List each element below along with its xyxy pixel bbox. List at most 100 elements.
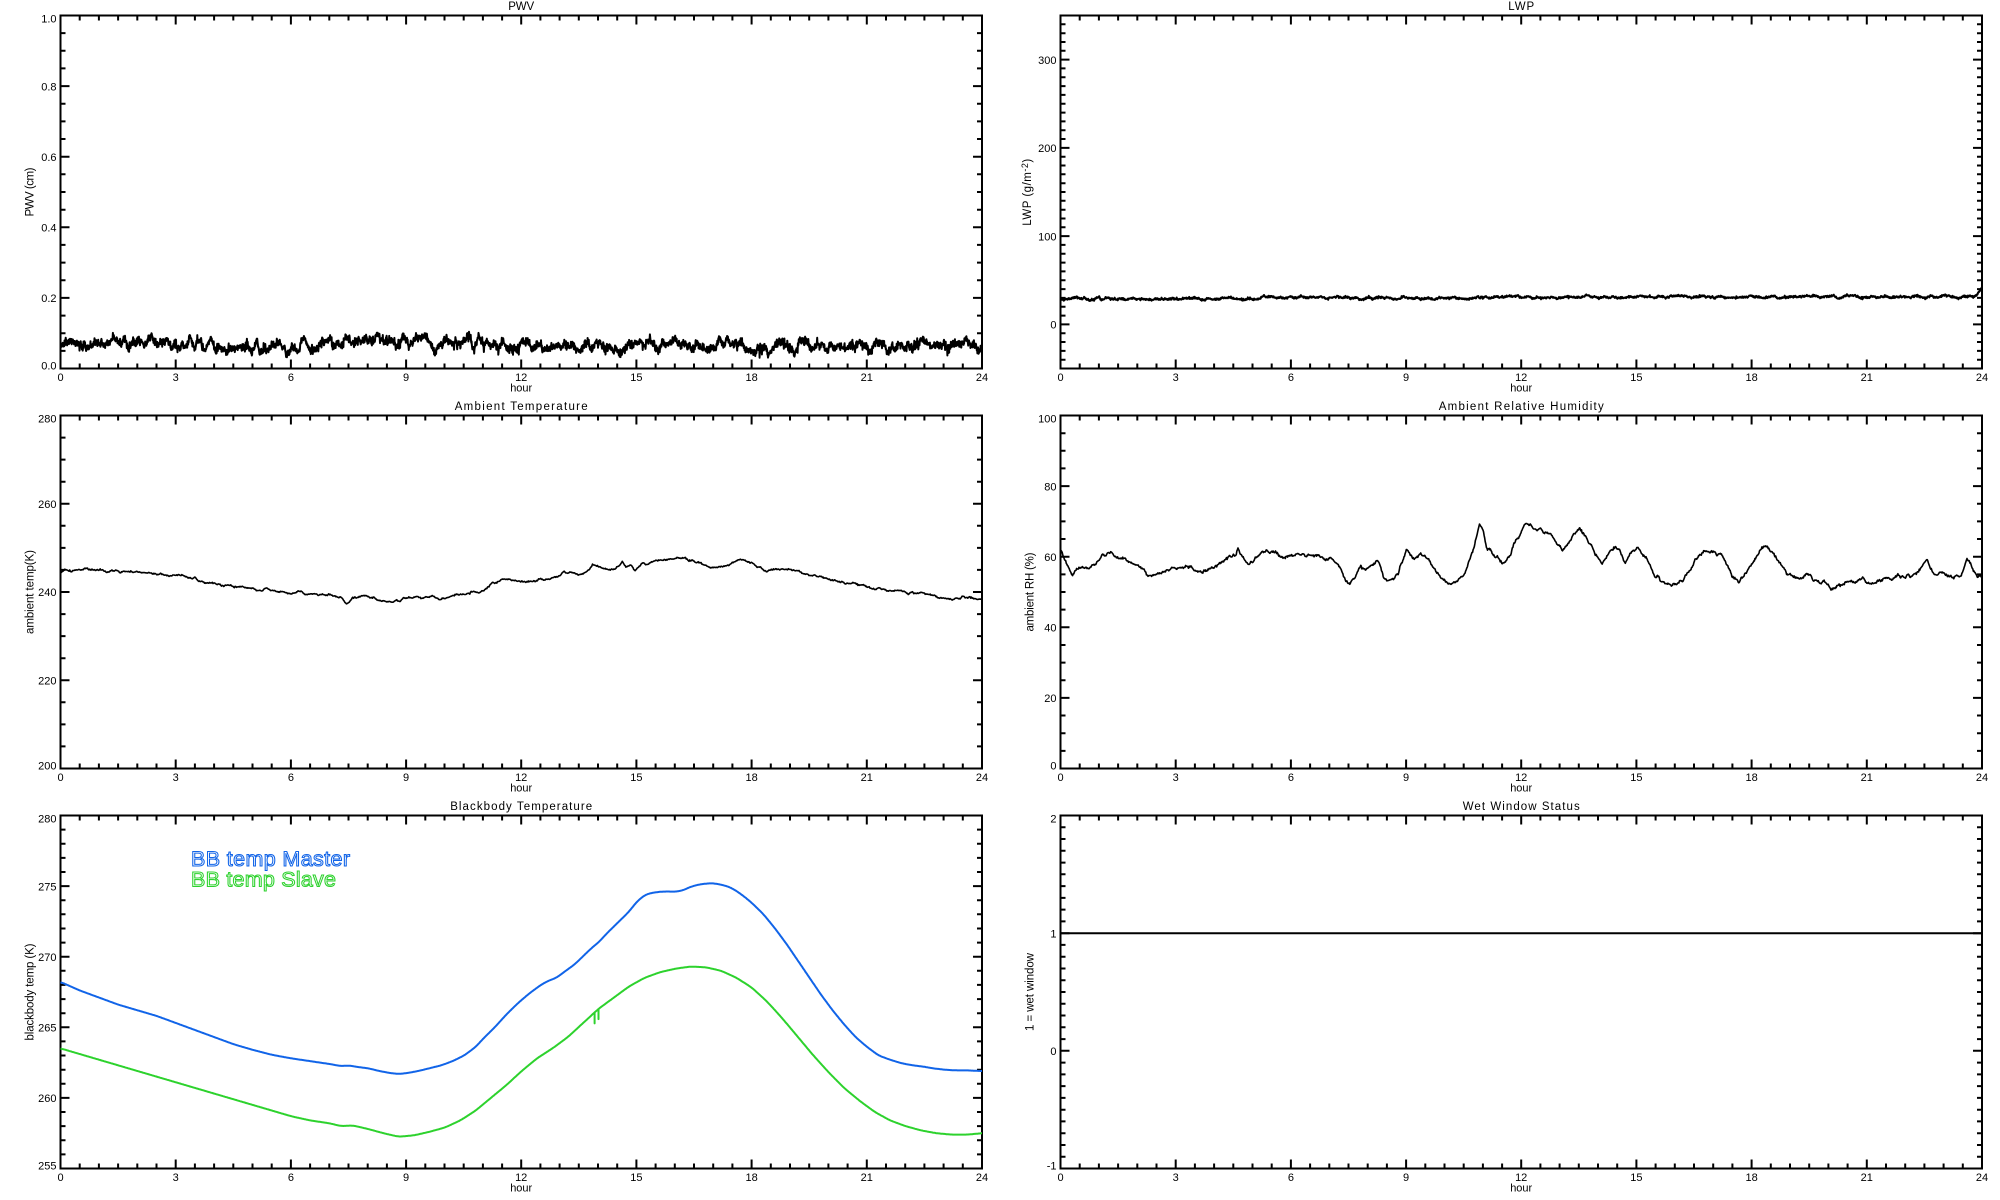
svg-text:24: 24 — [976, 772, 988, 784]
svg-text:0.6: 0.6 — [41, 152, 56, 164]
svg-text:12: 12 — [515, 372, 527, 384]
svg-text:21: 21 — [1861, 772, 1873, 784]
svg-text:20: 20 — [1044, 693, 1056, 705]
svg-text:6: 6 — [288, 372, 294, 384]
svg-text:0.8: 0.8 — [41, 81, 56, 93]
svg-text:0.2: 0.2 — [41, 293, 56, 305]
svg-text:280: 280 — [38, 414, 56, 426]
svg-text:0: 0 — [57, 772, 63, 784]
svg-text:Blackbody Temperature: Blackbody Temperature — [450, 801, 592, 813]
svg-text:100: 100 — [1038, 414, 1056, 426]
svg-text:hour: hour — [510, 783, 532, 795]
svg-text:ambient temp(K): ambient temp(K) — [25, 550, 37, 634]
svg-text:3: 3 — [1173, 372, 1179, 384]
svg-text:21: 21 — [861, 1172, 873, 1184]
svg-text:6: 6 — [1288, 372, 1294, 384]
svg-text:9: 9 — [1403, 772, 1409, 784]
svg-text:0: 0 — [57, 1172, 63, 1184]
svg-text:18: 18 — [1745, 1172, 1757, 1184]
svg-text:Wet Window Status: Wet Window Status — [1463, 801, 1580, 813]
svg-text:3: 3 — [1173, 1172, 1179, 1184]
svg-text:3: 3 — [173, 772, 179, 784]
svg-text:0: 0 — [1050, 320, 1056, 332]
svg-text:24: 24 — [1976, 372, 1988, 384]
svg-text:18: 18 — [1745, 372, 1757, 384]
svg-text:1.0: 1.0 — [41, 14, 56, 26]
svg-text:0.0: 0.0 — [41, 361, 56, 373]
svg-text:100: 100 — [1038, 231, 1056, 243]
svg-text:0: 0 — [57, 372, 63, 384]
svg-text:6: 6 — [1288, 772, 1294, 784]
svg-text:18: 18 — [1745, 772, 1757, 784]
svg-text:15: 15 — [1630, 372, 1642, 384]
svg-text:21: 21 — [861, 372, 873, 384]
svg-text:-1: -1 — [1047, 1161, 1057, 1173]
svg-text:3: 3 — [1173, 772, 1179, 784]
svg-text:9: 9 — [1403, 1172, 1409, 1184]
svg-text:9: 9 — [1403, 372, 1409, 384]
svg-text:15: 15 — [1630, 1172, 1642, 1184]
svg-text:Ambient Relative Humidity: Ambient Relative Humidity — [1439, 401, 1604, 413]
svg-text:240: 240 — [38, 587, 56, 599]
svg-text:255: 255 — [38, 1161, 56, 1173]
svg-text:PWV (cm): PWV (cm) — [25, 167, 37, 216]
svg-text:275: 275 — [38, 881, 56, 893]
svg-text:1: 1 — [1050, 928, 1056, 940]
svg-text:260: 260 — [38, 499, 56, 511]
svg-text:18: 18 — [745, 372, 757, 384]
svg-text:15: 15 — [630, 372, 642, 384]
svg-text:24: 24 — [1976, 772, 1988, 784]
svg-text:18: 18 — [745, 772, 757, 784]
svg-text:6: 6 — [288, 1172, 294, 1184]
svg-text:ambient RH (%): ambient RH (%) — [1025, 552, 1037, 631]
svg-text:24: 24 — [1976, 1172, 1988, 1184]
svg-text:200: 200 — [1038, 143, 1056, 155]
svg-text:24: 24 — [976, 1172, 988, 1184]
svg-text:12: 12 — [1515, 1172, 1527, 1184]
svg-text:1 = wet window: 1 = wet window — [1025, 952, 1037, 1031]
svg-text:12: 12 — [515, 772, 527, 784]
svg-text:0: 0 — [1057, 1172, 1063, 1184]
svg-text:300: 300 — [1038, 55, 1056, 67]
svg-text:9: 9 — [403, 772, 409, 784]
svg-text:PWV: PWV — [508, 1, 534, 13]
svg-text:265: 265 — [38, 1023, 56, 1035]
svg-text:hour: hour — [510, 1183, 532, 1195]
svg-text:15: 15 — [630, 772, 642, 784]
svg-text:9: 9 — [403, 1172, 409, 1184]
svg-text:270: 270 — [38, 952, 56, 964]
svg-text:2: 2 — [1050, 814, 1056, 826]
svg-text:21: 21 — [1861, 372, 1873, 384]
svg-text:60: 60 — [1044, 552, 1056, 564]
svg-text:15: 15 — [1630, 772, 1642, 784]
svg-text:Ambient Temperature: Ambient Temperature — [455, 401, 588, 413]
svg-text:200: 200 — [38, 761, 56, 773]
svg-text:6: 6 — [1288, 1172, 1294, 1184]
svg-text:blackbody temp (K): blackbody temp (K) — [25, 943, 37, 1040]
svg-text:hour: hour — [1510, 383, 1532, 395]
svg-text:0: 0 — [1050, 761, 1056, 773]
svg-text:24: 24 — [976, 372, 988, 384]
svg-text:80: 80 — [1044, 481, 1056, 493]
svg-text:hour: hour — [1510, 1183, 1532, 1195]
svg-text:BB temp Master: BB temp Master — [191, 847, 350, 871]
svg-text:3: 3 — [173, 372, 179, 384]
svg-text:0: 0 — [1050, 1046, 1056, 1058]
svg-text:LWP (g/m-2): LWP (g/m-2) — [1020, 158, 1034, 225]
svg-text:BB temp Slave: BB temp Slave — [191, 868, 336, 892]
svg-text:hour: hour — [1510, 783, 1532, 795]
svg-text:hour: hour — [510, 383, 532, 395]
svg-text:260: 260 — [38, 1093, 56, 1105]
svg-text:LWP: LWP — [1508, 1, 1534, 13]
svg-text:40: 40 — [1044, 623, 1056, 635]
svg-text:18: 18 — [745, 1172, 757, 1184]
svg-text:0.4: 0.4 — [41, 223, 56, 235]
svg-text:21: 21 — [1861, 1172, 1873, 1184]
svg-text:3: 3 — [173, 1172, 179, 1184]
svg-text:0: 0 — [1057, 772, 1063, 784]
svg-text:12: 12 — [1515, 772, 1527, 784]
svg-text:9: 9 — [403, 372, 409, 384]
svg-text:21: 21 — [861, 772, 873, 784]
svg-text:280: 280 — [38, 814, 56, 826]
svg-text:6: 6 — [288, 772, 294, 784]
